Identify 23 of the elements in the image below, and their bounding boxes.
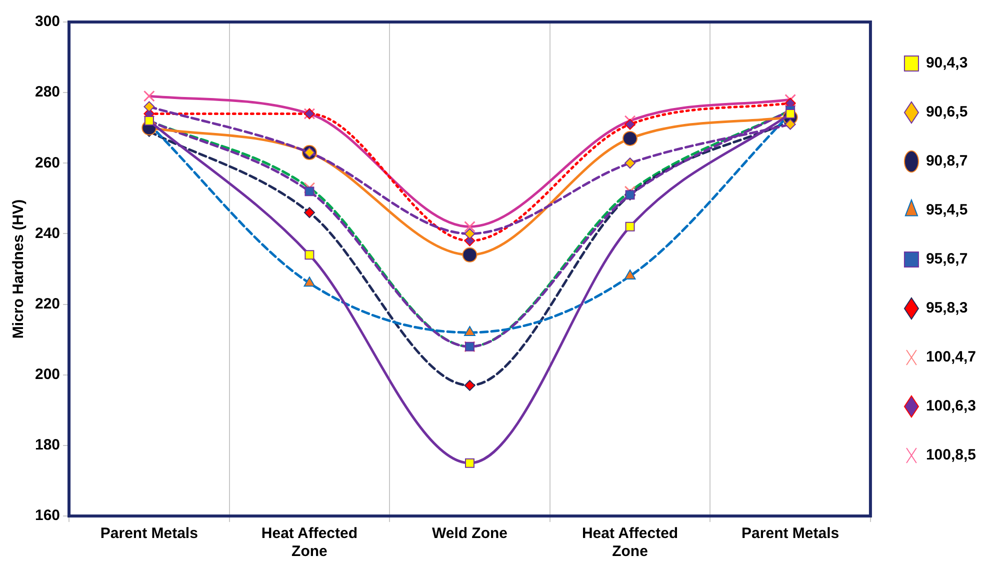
legend-label: 100,6,3 — [926, 398, 976, 415]
legend-label: 95,6,7 — [926, 250, 968, 268]
y-axis-title: Micro Hardnes (HV) — [10, 199, 28, 339]
legend-label: 100,8,5 — [926, 446, 976, 464]
x-tick-label: Heat Affected Zone — [582, 525, 678, 560]
x-tick-label: Weld Zone — [432, 525, 508, 542]
y-tick-label: 300 — [34, 13, 60, 30]
x-tick-label: Parent Metals — [100, 525, 198, 542]
y-tick-label: 180 — [34, 436, 60, 454]
y-tick-label: 280 — [34, 84, 60, 101]
legend-label: 100,4,7 — [926, 348, 976, 366]
legend-label: 95,8,3 — [926, 300, 968, 317]
x-tick-label: Parent Metals — [742, 525, 840, 542]
y-tick-label: 200 — [34, 366, 60, 383]
y-tick-label: 160 — [34, 507, 60, 524]
legend-label: 90,4,3 — [926, 54, 968, 72]
legend-label: 95,4,5 — [926, 202, 968, 219]
y-tick-label: 220 — [34, 295, 60, 312]
legend-label: 90,8,7 — [926, 152, 968, 170]
y-tick-label: 240 — [34, 224, 60, 242]
y-tick-label: 260 — [34, 154, 60, 172]
x-tick-label: Heat Affected Zone — [261, 525, 358, 560]
legend-label: 90,6,5 — [926, 104, 968, 121]
